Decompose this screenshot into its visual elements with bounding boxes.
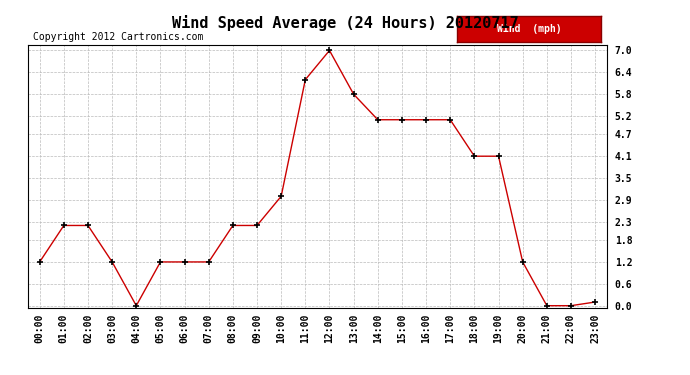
Text: Copyright 2012 Cartronics.com: Copyright 2012 Cartronics.com (33, 32, 204, 42)
Text: Wind Speed Average (24 Hours) 20120717: Wind Speed Average (24 Hours) 20120717 (172, 15, 518, 31)
